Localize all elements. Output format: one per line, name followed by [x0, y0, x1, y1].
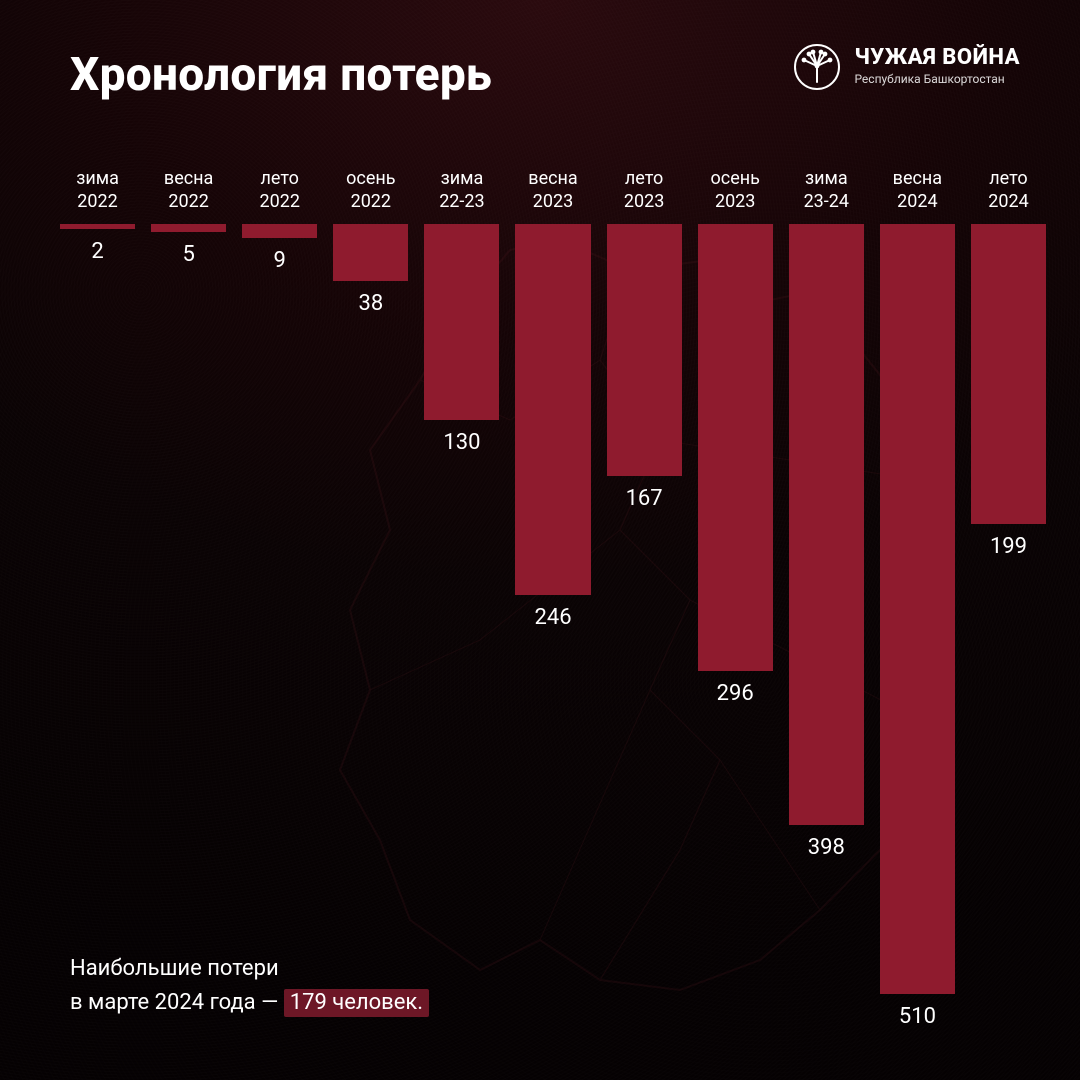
brand: ЧУЖАЯ ВОЙНА Республика Башкортостан	[794, 44, 1020, 90]
bar	[971, 224, 1046, 524]
chart-column: зима23-24 398	[789, 168, 864, 1000]
category-label: лето2022	[260, 168, 300, 214]
bar-wrap: 5	[151, 224, 226, 267]
footnote-line2: в марте 2024 года — 179 человек.	[70, 986, 429, 1020]
bar	[60, 224, 135, 229]
chart-column: зима2022 2	[60, 168, 135, 1000]
brand-title: ЧУЖАЯ ВОЙНА	[854, 47, 1020, 69]
chart-column: осень2023 296	[698, 168, 773, 1000]
chart-column: лето2022 9	[242, 168, 317, 1000]
losses-bar-chart: зима2022 2 весна2022 5 лето2022 9 осень2022 38 з…	[60, 168, 1046, 1000]
category-label: лето2024	[988, 168, 1028, 214]
bar	[515, 224, 590, 595]
bar	[698, 224, 773, 671]
brand-logo-icon	[794, 44, 840, 90]
bar-value-label: 38	[358, 291, 383, 316]
bar	[333, 224, 408, 281]
footnote-highlight: 179 человек.	[284, 989, 429, 1017]
bar-value-label: 9	[274, 248, 286, 273]
brand-text: ЧУЖАЯ ВОЙНА Республика Башкортостан	[854, 47, 1020, 86]
brand-subtitle: Республика Башкортостан	[854, 72, 1020, 86]
chart-column: весна2022 5	[151, 168, 226, 1000]
bar	[607, 224, 682, 476]
category-label: зима22-23	[439, 168, 484, 214]
bar	[789, 224, 864, 825]
bar-value-label: 296	[717, 681, 754, 706]
category-label: осень2023	[711, 168, 760, 214]
footnote-line2-text: в марте 2024 года —	[70, 990, 284, 1015]
bar-value-label: 130	[443, 430, 480, 455]
bar-value-label: 199	[990, 534, 1027, 559]
category-label: весна2024	[893, 168, 942, 214]
bar-value-label: 246	[534, 605, 571, 630]
footnote-line1: Наибольшие потери	[70, 952, 429, 986]
bar-value-label: 167	[626, 486, 663, 511]
bar-wrap: 199	[971, 224, 1046, 559]
bar	[880, 224, 955, 994]
bar-value-label: 5	[182, 242, 194, 267]
bar-value-label: 2	[91, 239, 103, 264]
chart-column: весна2024510	[880, 168, 955, 1000]
category-label: зима2022	[76, 168, 119, 214]
chart-column: весна2023 246	[515, 168, 590, 1000]
chart-column: осень2022 38	[333, 168, 408, 1000]
chart-column: лето2024 199	[971, 168, 1046, 1000]
bar	[242, 224, 317, 238]
category-label: весна2022	[164, 168, 213, 214]
bar	[424, 224, 499, 420]
footnote: Наибольшие потери в марте 2024 года — 17…	[70, 952, 429, 1020]
chart-column: лето2023 167	[607, 168, 682, 1000]
category-label: весна2023	[528, 168, 577, 214]
bar-wrap: 510	[880, 224, 955, 1029]
bar-wrap: 2	[60, 224, 135, 264]
bar-wrap: 130	[424, 224, 499, 455]
page-title: Хронология потерь	[70, 48, 492, 102]
bar-wrap: 9	[242, 224, 317, 273]
bar-value-label: 510	[899, 1004, 936, 1029]
category-label: осень2022	[346, 168, 395, 214]
bar-value-label: 398	[808, 835, 845, 860]
content: Хронология потерь ЧУЖАЯ ВОЙН	[0, 0, 1080, 1080]
category-label: зима23-24	[804, 168, 849, 214]
bar	[151, 224, 226, 232]
bar-wrap: 167	[607, 224, 682, 511]
chart-column: зима22-23 130	[424, 168, 499, 1000]
category-label: лето2023	[624, 168, 664, 214]
bar-wrap: 246	[515, 224, 590, 630]
bar-wrap: 38	[333, 224, 408, 316]
bar-wrap: 296	[698, 224, 773, 706]
bar-wrap: 398	[789, 224, 864, 860]
